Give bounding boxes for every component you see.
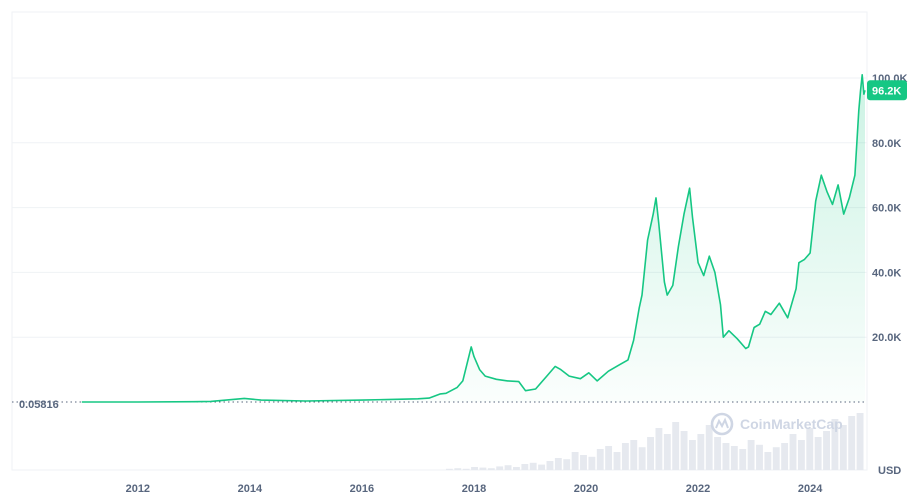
x-tick-label: 2020 <box>574 483 598 495</box>
volume-bars <box>445 413 864 470</box>
volume-bar <box>772 447 780 470</box>
x-tick-label: 2012 <box>126 483 150 495</box>
volume-bar <box>781 443 789 470</box>
volume-bar <box>521 464 529 470</box>
volume-bar <box>689 440 696 470</box>
price-area <box>81 74 866 403</box>
volume-bar <box>789 434 797 470</box>
x-tick-label: 2018 <box>462 483 486 495</box>
volume-bar <box>605 446 613 470</box>
volume-bar <box>705 425 713 470</box>
volume-bar <box>655 428 663 470</box>
volume-bar <box>680 431 688 470</box>
volume-bar <box>513 467 520 470</box>
volume-bar <box>797 440 805 470</box>
volume-bar <box>596 449 604 470</box>
volume-bar <box>504 465 512 470</box>
x-tick-label: 2016 <box>350 483 374 495</box>
volume-bar <box>471 467 478 470</box>
volume-bar <box>764 452 772 470</box>
price-line <box>81 74 866 403</box>
volume-bar <box>730 446 738 470</box>
volume-bar <box>487 468 495 470</box>
volume-bar <box>739 449 747 470</box>
y-tick-label: 20.0K <box>872 332 901 344</box>
y-tick-label: 60.0K <box>872 203 901 215</box>
volume-bar <box>529 462 537 470</box>
y-tick-label: 40.0K <box>872 267 901 279</box>
volume-bar <box>638 447 646 470</box>
volume-bar <box>848 416 856 470</box>
watermark: CoinMarketCap <box>710 412 843 436</box>
volume-bar <box>814 437 822 470</box>
x-tick-label: 2014 <box>238 483 263 495</box>
volume-bar <box>831 419 839 470</box>
volume-bar <box>454 468 462 470</box>
x-axis-ticks: 2012 2014 2016 2018 2020 2022 2024 <box>126 483 824 495</box>
x-tick-label: 2024 <box>798 483 823 495</box>
volume-bar <box>722 443 730 470</box>
x-tick-label: 2022 <box>686 483 710 495</box>
volume-bar <box>806 428 814 470</box>
volume-bar <box>647 437 654 470</box>
volume-bar <box>613 452 621 470</box>
unit-label: USD <box>878 465 901 477</box>
volume-bar <box>672 422 680 470</box>
volume-bar <box>580 455 587 470</box>
volume-bar <box>462 468 470 470</box>
volume-bar <box>756 444 763 470</box>
plot-frame <box>11 11 868 471</box>
grid-lines <box>12 77 867 338</box>
watermark-text: CoinMarketCap <box>740 416 843 432</box>
volume-bar <box>538 464 546 470</box>
volume-bar <box>856 413 864 470</box>
current-price-badge: 96.2K <box>867 80 907 101</box>
volume-bar <box>546 461 554 470</box>
coinmarketcap-logo-icon <box>710 412 734 436</box>
volume-bar <box>823 431 830 470</box>
volume-bar <box>621 443 629 470</box>
volume-bar <box>714 437 722 470</box>
volume-bar <box>554 458 562 470</box>
volume-bar <box>588 456 596 470</box>
baseline-price-label: 0.05816 <box>19 399 59 411</box>
volume-bar <box>697 434 705 470</box>
volume-bar <box>445 468 453 470</box>
y-tick-label: 80.0K <box>872 138 901 150</box>
volume-bar <box>630 440 638 470</box>
volume-bar <box>663 434 671 470</box>
volume-bar <box>571 452 579 470</box>
volume-bar <box>479 467 487 470</box>
volume-bar <box>563 459 571 470</box>
current-price-label: 96.2K <box>872 85 901 97</box>
volume-bar <box>747 440 755 470</box>
volume-bar <box>839 425 847 470</box>
volume-bar <box>496 466 504 470</box>
